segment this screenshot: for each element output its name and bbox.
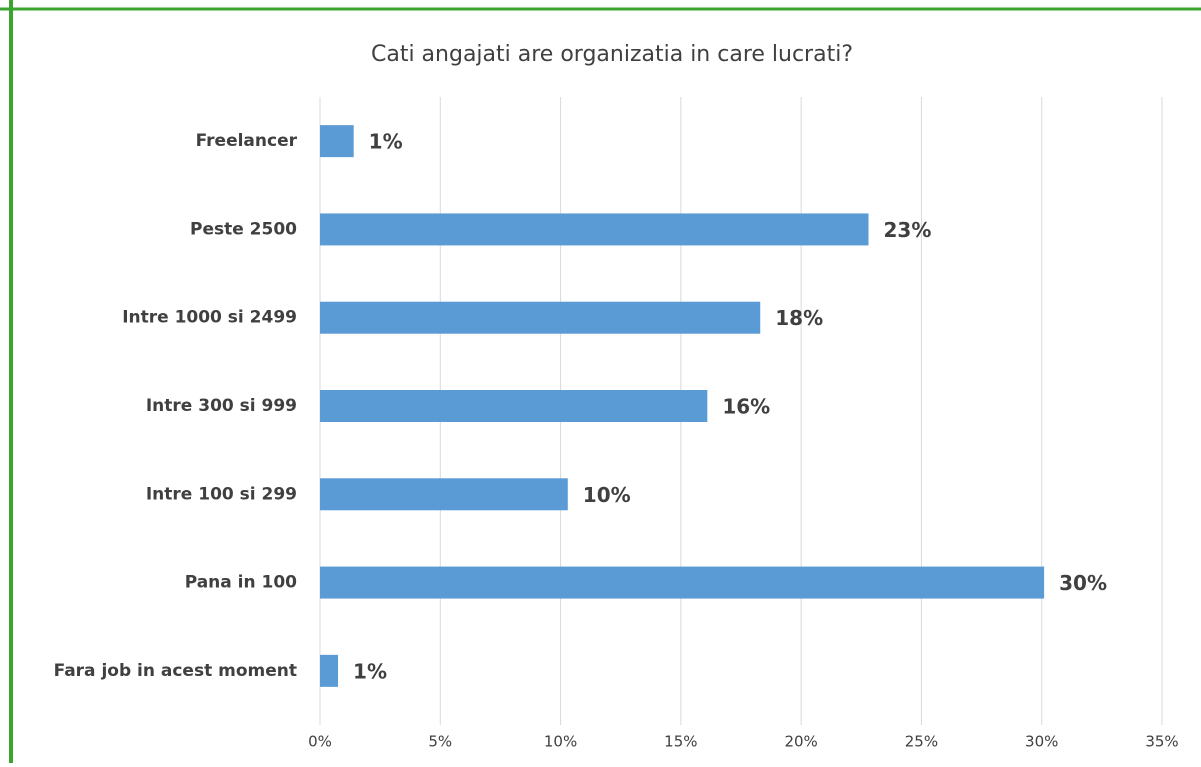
data-label: 10% <box>583 483 631 507</box>
y-tick-label: Pana in 100 <box>185 573 297 593</box>
x-tick-label: 0% <box>308 733 332 751</box>
bar <box>320 125 354 158</box>
data-label: 23% <box>884 218 932 242</box>
y-tick-label: Freelancer <box>196 131 298 151</box>
data-label: 1% <box>369 130 403 154</box>
y-tick-label: Intre 100 si 299 <box>146 484 297 504</box>
data-label: 30% <box>1059 571 1107 595</box>
data-label: 1% <box>353 659 387 683</box>
y-tick-label: Intre 1000 si 2499 <box>122 308 297 328</box>
x-tick-label: 30% <box>1025 733 1058 751</box>
y-tick-label: Intre 300 si 999 <box>146 396 297 416</box>
x-tick-label: 35% <box>1145 733 1178 751</box>
bar <box>320 654 339 687</box>
x-tick-label: 25% <box>905 733 938 751</box>
y-tick-label: Peste 2500 <box>190 219 297 239</box>
bar <box>320 478 568 511</box>
data-label: 16% <box>722 395 770 419</box>
x-tick-label: 20% <box>784 733 817 751</box>
x-tick-label: 15% <box>664 733 697 751</box>
bar <box>320 301 761 334</box>
bar <box>320 390 708 422</box>
bar <box>320 213 869 246</box>
x-tick-label: 5% <box>428 733 452 751</box>
y-tick-label: Fara job in acest moment <box>54 661 297 681</box>
x-tick-label: 10% <box>544 733 577 751</box>
bar <box>320 566 1045 599</box>
chart-title: Cati angajati are organizatia in care lu… <box>371 42 853 67</box>
data-label: 18% <box>775 306 823 330</box>
